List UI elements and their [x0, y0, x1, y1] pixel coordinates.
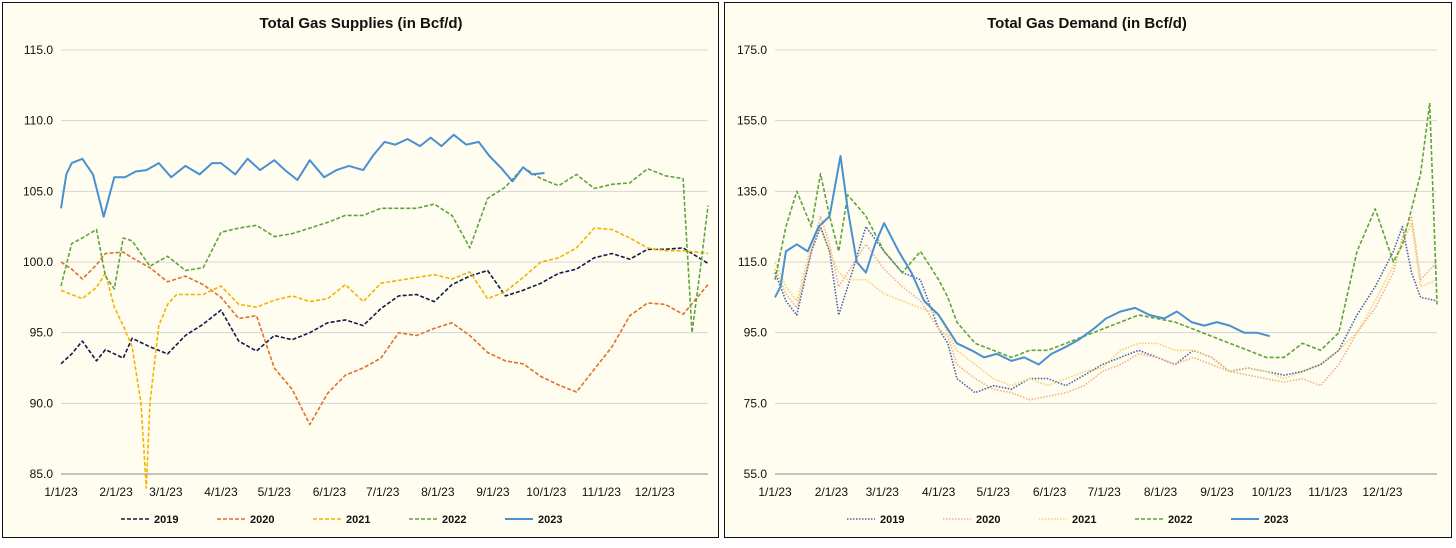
series-line-2023 [774, 155, 1270, 366]
x-tick-label: 8/1/23 [1144, 485, 1178, 499]
legend-label-2019: 2019 [154, 514, 178, 526]
x-tick-label: 2/1/23 [99, 485, 133, 499]
legend-label-2020: 2020 [976, 514, 1000, 526]
x-tick-label: 8/1/23 [421, 485, 455, 499]
y-tick-label: 115.0 [738, 255, 767, 269]
legend-label-2019: 2019 [880, 514, 904, 526]
series-line-2020 [774, 215, 1438, 401]
x-tick-label: 12/1/23 [1362, 485, 1402, 499]
y-tick-label: 85.0 [30, 467, 54, 481]
x-tick-label: 2/1/23 [815, 485, 849, 499]
y-tick-label: 175.0 [737, 43, 767, 57]
x-tick-label: 6/1/23 [313, 485, 347, 499]
x-tick-label: 11/1/23 [582, 485, 621, 499]
y-tick-label: 75.0 [744, 396, 768, 410]
y-tick-label: 95.0 [744, 326, 768, 340]
y-tick-label: 100.0 [23, 255, 53, 269]
x-tick-label: 12/1/23 [635, 485, 675, 499]
x-tick-label: 1/1/23 [44, 485, 78, 499]
x-tick-label: 1/1/23 [758, 485, 792, 499]
legend-label-2020: 2020 [250, 514, 274, 526]
x-tick-label: 11/1/23 [1308, 485, 1347, 499]
x-tick-label: 4/1/23 [922, 485, 956, 499]
chart-title: Total Gas Demand (in Bcf/d) [987, 15, 1187, 32]
y-tick-label: 115.0 [24, 43, 53, 57]
series-line-2021 [60, 227, 709, 489]
x-tick-label: 9/1/23 [1200, 485, 1234, 499]
series-line-2019 [774, 225, 1438, 394]
demand-chart: Total Gas Demand (in Bcf/d) 55.0 75.0 95.0 1… [737, 15, 1438, 526]
x-tick-label: 3/1/23 [866, 485, 900, 499]
y-tick-label: 90.0 [30, 396, 54, 410]
series-line-2022 [60, 166, 709, 334]
y-tick-label: 95.0 [30, 326, 54, 340]
y-tick-label: 135.0 [737, 184, 767, 198]
series-line-2019 [60, 247, 709, 365]
legend-label-2022: 2022 [442, 514, 466, 526]
series-line-2021 [774, 222, 1438, 387]
x-tick-label: 10/1/23 [1251, 485, 1291, 499]
y-tick-label: 110.0 [24, 114, 53, 128]
x-tick-label: 5/1/23 [258, 485, 292, 499]
y-tick-label: 105.0 [23, 184, 53, 198]
legend-label-2023: 2023 [538, 514, 562, 526]
demand-chart-panel: Total Gas Demand (in Bcf/d) 55.0 75.0 95.0 1… [724, 2, 1452, 538]
series-line-2020 [60, 251, 709, 426]
y-tick-label: 55.0 [744, 467, 768, 481]
x-tick-label: 5/1/23 [977, 485, 1011, 499]
x-tick-label: 3/1/23 [149, 485, 183, 499]
y-tick-label: 155.0 [737, 114, 767, 128]
x-tick-label: 4/1/23 [204, 485, 238, 499]
legend-label-2022: 2022 [1168, 514, 1192, 526]
series-line-2023 [60, 133, 545, 218]
legend-label-2021: 2021 [1072, 514, 1096, 526]
legend-label-2023: 2023 [1264, 514, 1288, 526]
x-tick-label: 7/1/23 [366, 485, 400, 499]
x-tick-label: 6/1/23 [1033, 485, 1067, 499]
x-tick-label: 7/1/23 [1087, 485, 1121, 499]
supplies-chart-panel: Total Gas Supplies (in Bcf/d) 85.0 90.0 95.… [2, 2, 719, 538]
series-line-2022 [774, 102, 1438, 359]
legend-label-2021: 2021 [346, 514, 370, 526]
chart-title: Total Gas Supplies (in Bcf/d) [259, 15, 462, 32]
x-tick-label: 10/1/23 [526, 485, 566, 499]
x-tick-label: 9/1/23 [476, 485, 510, 499]
supplies-chart: Total Gas Supplies (in Bcf/d) 85.0 90.0 95.… [23, 15, 709, 526]
